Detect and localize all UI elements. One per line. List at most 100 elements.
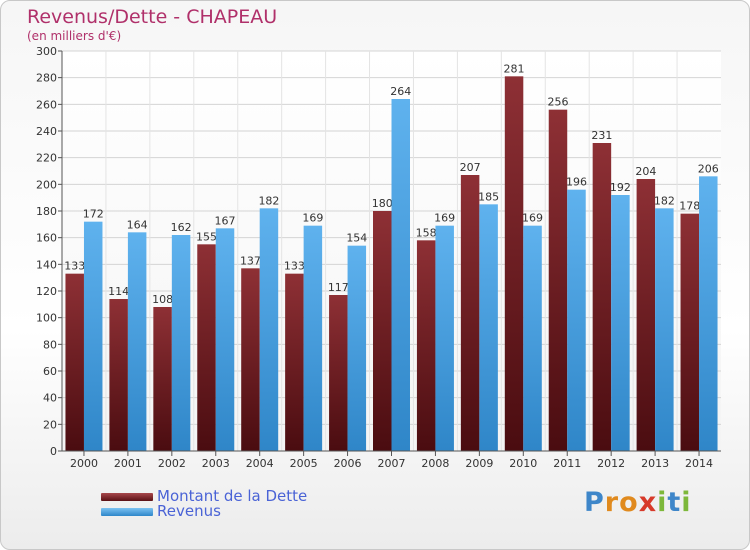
y-tick-label: 160 (36, 232, 57, 245)
x-tick-label: 2006 (334, 457, 362, 470)
x-tick-label: 2000 (70, 457, 98, 470)
x-tick-label: 2002 (158, 457, 186, 470)
bar-revenus (611, 195, 630, 451)
x-tick-label: 2011 (553, 457, 581, 470)
bar-revenus (303, 225, 323, 451)
data-label-dette: 204 (635, 165, 656, 178)
data-label-dette: 108 (152, 293, 173, 306)
data-label-revenus: 169 (434, 212, 455, 225)
bar-dette (460, 175, 480, 451)
bar-revenus (83, 221, 103, 451)
bar-dette (680, 213, 700, 451)
data-label-dette: 114 (108, 285, 129, 298)
data-label-revenus: 192 (610, 181, 631, 194)
logo-letter: r (604, 487, 620, 518)
x-tick-label: 2007 (378, 457, 406, 470)
bar-revenus (523, 225, 542, 451)
y-tick-label: 40 (43, 392, 57, 405)
y-tick-label: 280 (36, 72, 57, 85)
y-tick-label: 300 (36, 45, 57, 58)
bar-revenus (567, 189, 586, 451)
bar-dette (241, 268, 260, 451)
data-label-revenus: 169 (522, 212, 543, 225)
bar-revenus (435, 225, 454, 451)
data-label-dette: 231 (591, 129, 612, 142)
x-tick-label: 2013 (641, 457, 669, 470)
bar-revenus (655, 208, 674, 451)
x-tick-label: 2009 (465, 457, 493, 470)
y-tick-label: 260 (36, 98, 57, 111)
chart-title: Revenus/Dette - CHAPEAU (27, 6, 278, 28)
logo-letter: i (681, 487, 692, 518)
x-tick-label: 2004 (246, 457, 274, 470)
y-tick-label: 120 (36, 285, 57, 298)
data-label-revenus: 206 (698, 162, 719, 175)
data-label-dette: 158 (416, 226, 437, 239)
legend-label-revenus: Revenus (157, 502, 221, 520)
legend-swatch-dette (101, 493, 153, 501)
bar-dette (373, 211, 392, 451)
bar-dette (65, 273, 84, 451)
y-tick-label: 0 (50, 445, 57, 458)
data-label-dette: 207 (460, 161, 481, 174)
bar-revenus (127, 232, 147, 451)
proxiti-logo: Proxiti (584, 487, 692, 518)
logo-letter: t (667, 487, 682, 518)
bar-dette (416, 240, 436, 451)
x-tick-label: 2003 (202, 457, 230, 470)
bar-dette (197, 244, 216, 451)
data-label-dette: 133 (64, 260, 85, 273)
bar-dette (636, 179, 656, 451)
bar-revenus (215, 228, 235, 451)
x-tick-label: 2014 (685, 457, 713, 470)
y-tick-label: 20 (43, 418, 57, 431)
x-tick-label: 2005 (290, 457, 318, 470)
legend-label-dette: Montant de la Dette (157, 487, 308, 505)
data-label-dette: 180 (372, 197, 393, 210)
bar-dette (504, 76, 524, 451)
data-label-revenus: 169 (302, 212, 323, 225)
y-tick-label: 80 (43, 338, 57, 351)
x-tick-label: 2012 (597, 457, 625, 470)
data-label-revenus: 196 (566, 176, 587, 189)
bar-revenus (171, 235, 191, 451)
bar-dette (109, 299, 128, 451)
data-label-dette: 256 (547, 96, 568, 109)
data-label-revenus: 154 (346, 232, 367, 245)
bar-revenus (699, 176, 718, 452)
data-label-revenus: 167 (215, 214, 236, 227)
y-tick-label: 240 (36, 125, 57, 138)
legend-swatch-revenus (101, 508, 153, 516)
y-tick-label: 100 (36, 312, 57, 325)
data-label-dette: 155 (196, 230, 217, 243)
data-label-revenus: 264 (390, 85, 411, 98)
data-label-revenus: 164 (127, 218, 148, 231)
data-label-dette: 137 (240, 254, 261, 267)
logo-letter: P (584, 487, 605, 518)
data-label-dette: 281 (504, 62, 525, 75)
bar-dette (592, 143, 612, 451)
bar-revenus (347, 245, 367, 451)
x-tick-label: 2001 (114, 457, 142, 470)
chart-subtitle: (en milliers d'€) (27, 29, 122, 43)
data-label-revenus: 172 (83, 208, 104, 221)
x-tick-label: 2010 (509, 457, 537, 470)
bar-revenus (479, 204, 498, 451)
data-label-revenus: 182 (258, 194, 279, 207)
y-tick-label: 60 (43, 365, 57, 378)
bar-dette (329, 295, 348, 451)
data-label-revenus: 162 (171, 221, 192, 234)
y-tick-label: 140 (36, 258, 57, 271)
bar-dette (548, 109, 568, 452)
y-tick-label: 180 (36, 205, 57, 218)
x-tick-label: 2008 (421, 457, 449, 470)
logo-letter: o (619, 487, 639, 518)
y-tick-label: 220 (36, 152, 57, 165)
data-label-dette: 178 (679, 200, 700, 213)
data-label-revenus: 185 (478, 190, 499, 203)
data-label-dette: 117 (328, 281, 349, 294)
y-tick-label: 200 (36, 178, 57, 191)
logo-letter: x (638, 487, 658, 518)
bar-dette (285, 273, 304, 451)
